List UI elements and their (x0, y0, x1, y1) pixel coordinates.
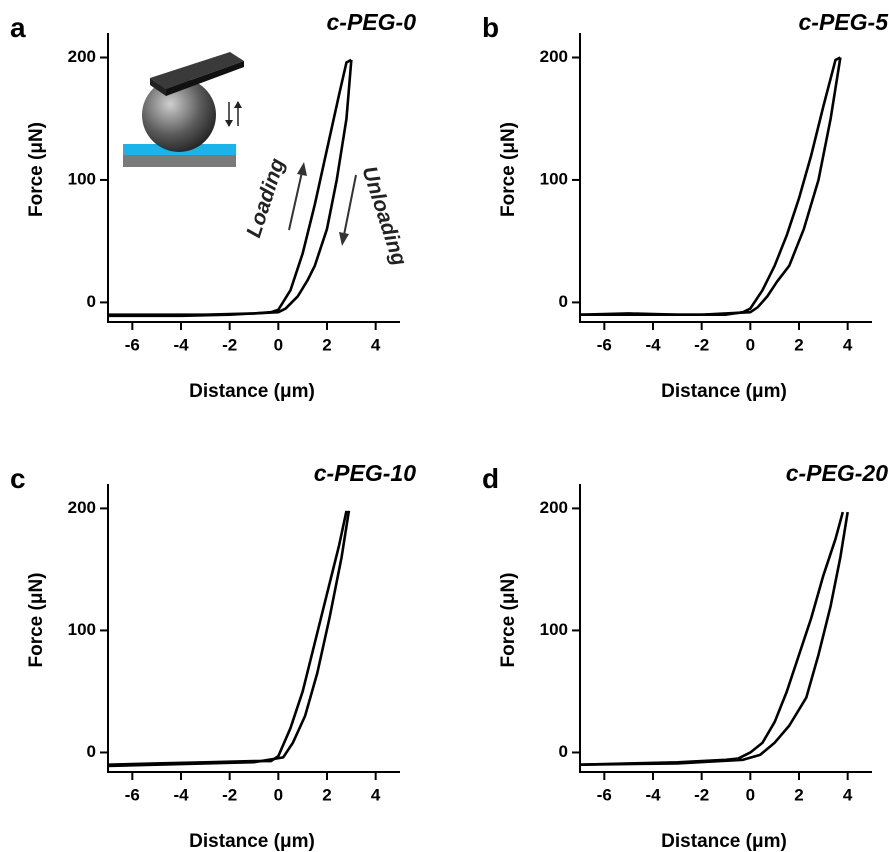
x-tick-label: -6 (597, 785, 612, 804)
x-tick-label: -2 (694, 335, 709, 354)
x-tick-label: -6 (125, 335, 140, 354)
x-tick-label: 2 (322, 335, 331, 354)
y-tick-label: 200 (540, 47, 568, 66)
y-axis-label: Force (μN) (498, 122, 519, 217)
y-axis-label: Force (μN) (498, 572, 519, 667)
y-tick-label: 0 (87, 742, 96, 761)
x-tick-label: -2 (694, 785, 709, 804)
x-axis-label: Distance (μm) (189, 831, 315, 852)
force-curve (580, 57, 842, 316)
x-tick-label: 2 (794, 335, 803, 354)
x-tick-label: 0 (274, 785, 283, 804)
annotation: Unloading (357, 164, 411, 269)
x-tick-label: 4 (371, 335, 381, 354)
y-tick-label: 100 (68, 169, 96, 188)
force-curve (107, 510, 351, 768)
force-curve (107, 510, 348, 766)
panel-label: b (482, 12, 499, 43)
x-tick-label: 0 (274, 335, 283, 354)
x-tick-label: -4 (645, 785, 661, 804)
x-axis-label: Distance (μm) (661, 831, 787, 852)
y-tick-label: 100 (68, 620, 96, 639)
x-tick-label: 4 (843, 335, 853, 354)
force-curve (579, 511, 849, 766)
x-tick-label: -4 (645, 335, 661, 354)
x-tick-label: 4 (371, 785, 381, 804)
panel: -6 -4 -2 0 2 4 0 100 200 Distance (μm) Force (μN) c… (10, 460, 416, 852)
panel-label: d (482, 463, 499, 494)
force-curve (108, 59, 353, 318)
y-tick-label: 200 (68, 47, 96, 66)
force-curve (579, 511, 845, 766)
panel: -6 -4 -2 0 2 4 0 100 200 Distance (μm) Force (μN) d… (482, 460, 888, 852)
panel-title: c-PEG-0 (327, 9, 417, 35)
x-tick-label: 0 (746, 335, 755, 354)
x-tick-label: -2 (222, 785, 237, 804)
inset-illustration (123, 52, 357, 246)
y-tick-label: 100 (540, 620, 568, 639)
y-axis-label: Force (μN) (26, 572, 47, 667)
x-axis-label: Distance (μm) (189, 381, 315, 402)
x-tick-label: -6 (597, 335, 612, 354)
panel-title: c-PEG-20 (786, 460, 888, 486)
panel-title: c-PEG-5 (799, 9, 889, 35)
panel-title: c-PEG-10 (314, 460, 416, 486)
force-curve (108, 58, 352, 316)
panel: -6 -4 -2 0 2 4 0 100 200 Distance (μm) Force (μN) b… (482, 9, 889, 402)
force-curve (579, 56, 841, 316)
x-tick-label: 2 (794, 785, 803, 804)
y-tick-label: 200 (540, 498, 568, 517)
x-tick-label: 4 (843, 785, 853, 804)
x-tick-label: -4 (173, 785, 189, 804)
y-tick-label: 0 (87, 292, 96, 311)
x-tick-label: 2 (322, 785, 331, 804)
panel-label: a (10, 12, 26, 43)
x-tick-label: -2 (222, 335, 237, 354)
y-tick-label: 200 (68, 498, 96, 517)
x-tick-label: 0 (746, 785, 755, 804)
x-axis-label: Distance (μm) (661, 381, 787, 402)
y-tick-label: 0 (559, 742, 568, 761)
x-tick-label: -4 (173, 335, 189, 354)
y-axis-label: Force (μN) (26, 122, 47, 217)
panel-label: c (10, 463, 26, 494)
annotation: Loading (242, 155, 289, 240)
y-tick-label: 100 (540, 169, 568, 188)
y-tick-label: 0 (559, 292, 568, 311)
x-tick-label: -6 (125, 785, 140, 804)
